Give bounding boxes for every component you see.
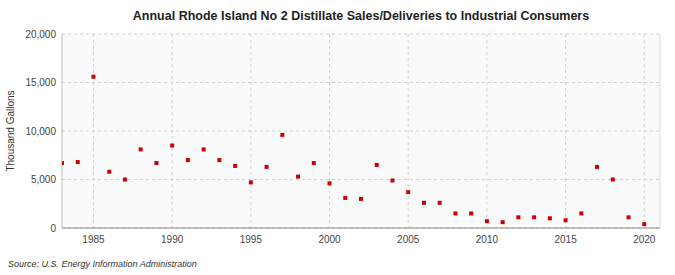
point: [170, 144, 174, 148]
y-grid-line: [62, 131, 660, 132]
x-tick-label: 1985: [82, 234, 105, 245]
x-grid-line: [408, 34, 409, 228]
point: [627, 215, 631, 219]
point: [375, 163, 379, 167]
y-axis-label: Thousand Gallons: [5, 90, 16, 171]
chart: 0 5,000 10,000 15,000 20,000 1985 1990 1995 2000…: [0, 0, 675, 275]
y-tick-label: 5,000: [31, 174, 56, 185]
y-tick-label: 15,000: [25, 77, 56, 88]
x-tick-label: 2015: [554, 234, 577, 245]
point: [390, 178, 394, 182]
point: [233, 164, 237, 168]
x-grid-line: [644, 34, 645, 228]
point: [249, 180, 253, 184]
points: [62, 75, 646, 226]
point: [123, 178, 127, 182]
y-grid-line: [62, 179, 660, 180]
y-axis-line: [62, 34, 63, 228]
x-grid-line: [250, 34, 251, 228]
point: [438, 201, 442, 205]
y-grid-line: [62, 34, 660, 35]
point: [595, 165, 599, 169]
point: [406, 190, 410, 194]
point: [516, 215, 520, 219]
point: [359, 197, 363, 201]
point: [611, 178, 615, 182]
point: [501, 220, 505, 224]
point: [265, 165, 269, 169]
point: [642, 222, 646, 226]
point: [564, 218, 568, 222]
x-tick-label: 2000: [318, 234, 341, 245]
x-tick-label: 2005: [397, 234, 420, 245]
y-grid-line: [62, 82, 660, 83]
point: [217, 158, 221, 162]
point: [469, 211, 473, 215]
y-grid-line: [62, 228, 660, 229]
point: [422, 201, 426, 205]
point: [453, 211, 457, 215]
point: [280, 133, 284, 137]
x-tick-label: 2020: [633, 234, 656, 245]
point: [579, 211, 583, 215]
x-tick-label: 1990: [161, 234, 184, 245]
x-grid-line: [565, 34, 566, 228]
point: [548, 216, 552, 220]
point: [296, 175, 300, 179]
point: [62, 161, 64, 165]
title: Annual Rhode Island No 2 Distillate Sale…: [133, 9, 589, 23]
point: [139, 147, 143, 151]
y-tick-label: 10,000: [25, 126, 56, 137]
plot-frame: [660, 34, 661, 228]
x-tick-label: 1995: [240, 234, 263, 245]
point: [328, 181, 332, 185]
point: [485, 219, 489, 223]
point: [343, 196, 347, 200]
x-grid-line: [329, 34, 330, 228]
source-note: Source: U.S. Energy Information Administ…: [8, 259, 197, 269]
point: [312, 161, 316, 165]
y-tick-label: 20,000: [25, 29, 56, 40]
x-grid-line: [172, 34, 173, 228]
point: [154, 161, 158, 165]
point: [186, 158, 190, 162]
y-tick-label: 0: [50, 223, 56, 234]
x-grid-line: [93, 34, 94, 228]
x-axis-line: [62, 228, 660, 229]
point: [76, 160, 80, 164]
plot-area: [62, 34, 660, 228]
x-tick-label: 2010: [476, 234, 499, 245]
ticks: 0 5,000 10,000 15,000 20,000 1985 1990 1995 2000…: [25, 29, 655, 246]
point: [532, 215, 536, 219]
x-grid-line: [486, 34, 487, 228]
grid: [62, 34, 660, 228]
point: [91, 75, 95, 79]
point: [107, 170, 111, 174]
point: [202, 147, 206, 151]
